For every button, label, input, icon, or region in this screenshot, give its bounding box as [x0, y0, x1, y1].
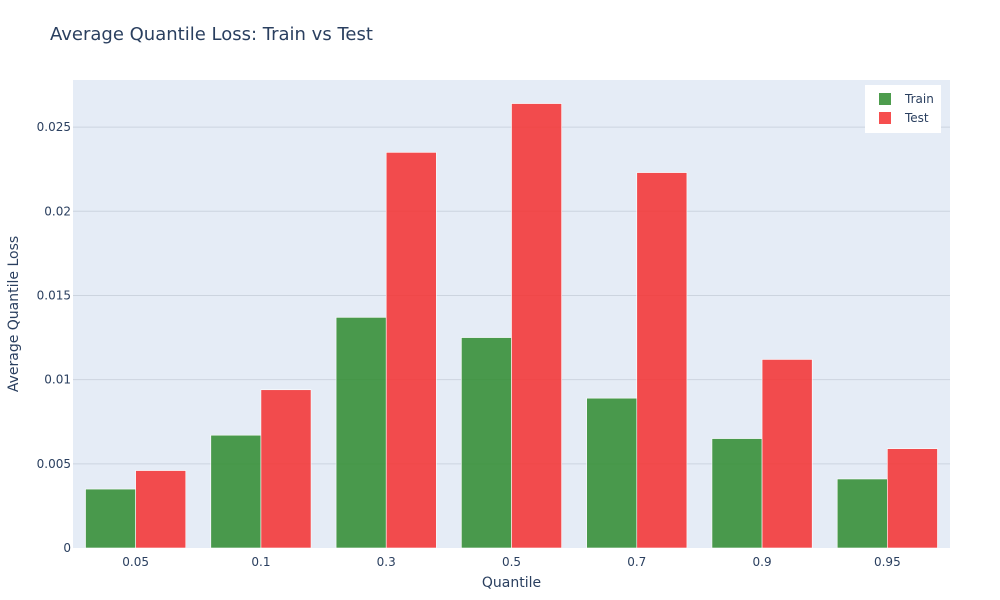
bars — [85, 103, 938, 549]
legend-swatch-train[interactable] — [879, 93, 891, 105]
bar-test[interactable] — [887, 448, 938, 549]
x-tick-label: 0.05 — [122, 555, 149, 569]
x-tick-label: 0.1 — [251, 555, 270, 569]
bar-train[interactable] — [335, 317, 387, 549]
y-tick-label: 0 — [63, 541, 71, 555]
x-tick-label: 0.3 — [377, 555, 396, 569]
bar-test[interactable] — [636, 172, 688, 549]
legend-label-train[interactable]: Train — [904, 92, 934, 106]
bar-train[interactable] — [711, 438, 763, 549]
y-tick-label: 0.005 — [37, 457, 71, 471]
legend[interactable]: Train Test — [865, 85, 941, 133]
x-tick-label: 0.9 — [753, 555, 772, 569]
bar-test[interactable] — [135, 470, 187, 549]
y-tick-label: 0.025 — [37, 120, 71, 134]
bar-train[interactable] — [461, 337, 512, 549]
x-tick-label: 0.95 — [874, 555, 901, 569]
y-tick-label: 0.015 — [37, 288, 71, 302]
y-axis-ticks: 0 0.005 0.01 0.015 0.02 0.025 — [37, 120, 71, 555]
bar-train[interactable] — [85, 488, 136, 549]
x-tick-label: 0.5 — [502, 555, 521, 569]
bar-train[interactable] — [210, 434, 262, 549]
x-tick-label: 0.7 — [627, 555, 646, 569]
y-tick-label: 0.01 — [44, 373, 71, 387]
x-axis-title: Quantile — [482, 575, 541, 591]
bar-train[interactable] — [586, 397, 638, 549]
legend-swatch-test[interactable] — [879, 112, 891, 124]
y-axis-title: Average Quantile Loss — [6, 236, 22, 392]
bar-test[interactable] — [761, 359, 813, 549]
bar-test[interactable] — [385, 152, 437, 549]
x-axis-ticks: 0.05 0.1 0.3 0.5 0.7 0.9 0.95 — [122, 555, 900, 569]
bar-train[interactable] — [836, 478, 888, 549]
chart-title: Average Quantile Loss: Train vs Test — [50, 24, 373, 45]
bar-test[interactable] — [260, 389, 312, 549]
legend-box — [865, 85, 941, 133]
legend-label-test[interactable]: Test — [904, 111, 929, 125]
bar-test[interactable] — [511, 103, 562, 549]
y-tick-label: 0.02 — [44, 204, 71, 218]
